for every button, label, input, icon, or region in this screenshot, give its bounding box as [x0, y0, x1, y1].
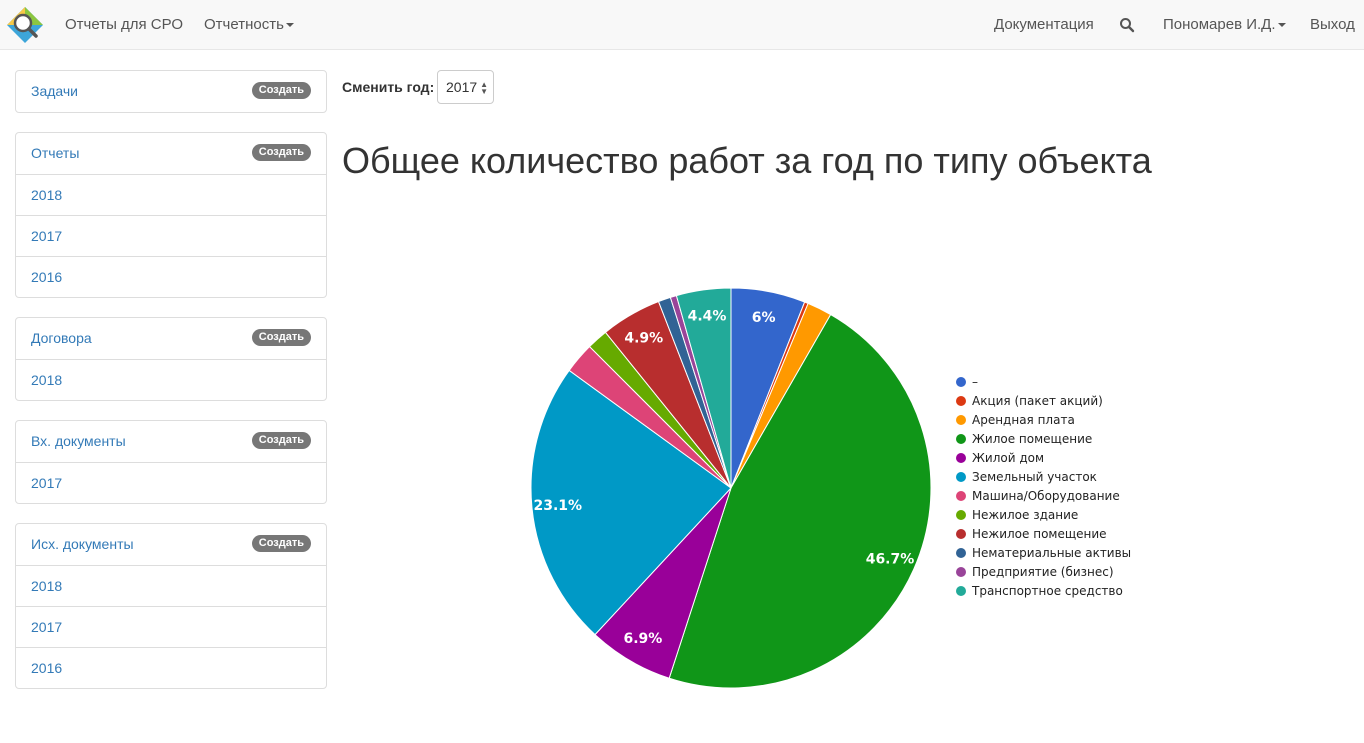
user-menu[interactable]: Пономарев И.Д. — [1163, 16, 1286, 33]
top-navbar: Отчеты для СРО Отчетность Документация П… — [0, 0, 1364, 50]
pie-slice — [730, 301, 809, 489]
select-arrows-icon: ▲ ▼ — [480, 80, 488, 96]
legend-marker — [956, 377, 966, 387]
pie-slice — [604, 300, 732, 489]
chevron-down-icon — [1277, 23, 1286, 28]
legend-marker — [956, 434, 966, 444]
documentation-link[interactable]: Документация — [994, 16, 1094, 33]
contracts-panel: Договора Создать 2018 — [15, 317, 327, 401]
outgoing-docs-panel: Исх. документы Создать 2018 2017 2016 — [15, 523, 327, 689]
pie-slice — [530, 369, 732, 636]
brand-link[interactable]: Отчеты для СРО — [65, 16, 183, 33]
panel-header: Договора Создать — [16, 318, 326, 359]
tasks-panel: Задачи Создать — [15, 70, 327, 113]
legend-marker — [956, 548, 966, 558]
create-incoming-doc-button[interactable]: Создать — [251, 432, 311, 449]
list-item: 2016 — [16, 256, 326, 297]
panel-header: Вх. документы Создать — [16, 421, 326, 462]
legend-label: Нежилое помещение — [972, 527, 1107, 541]
year-selector-label: Сменить год: — [342, 79, 435, 95]
panel-header: Отчеты Создать — [16, 133, 326, 174]
app-logo-icon[interactable] — [5, 5, 45, 45]
outgoing-docs-year-link[interactable]: 2016 — [31, 660, 63, 676]
year-select[interactable]: 2017 ▲ ▼ — [437, 70, 494, 104]
legend-label: Жилое помещение — [972, 432, 1092, 446]
legend-marker — [956, 453, 966, 463]
legend-label: Земельный участок — [972, 470, 1097, 484]
outgoing-docs-year-link[interactable]: 2018 — [31, 578, 63, 594]
list-item: 2018 — [16, 565, 326, 606]
create-outgoing-doc-button[interactable]: Создать — [251, 535, 311, 552]
incoming-docs-link[interactable]: Вх. документы — [31, 433, 126, 449]
list-item: 2018 — [16, 359, 326, 400]
panel-header: Задачи Создать — [16, 71, 326, 112]
legend-marker — [956, 567, 966, 577]
logout-link[interactable]: Выход — [1310, 16, 1355, 33]
slice-data-label: 6.9% — [623, 631, 662, 647]
legend-label: Транспортное средство — [971, 584, 1123, 598]
chevron-down-icon — [285, 23, 294, 28]
incoming-docs-year-link[interactable]: 2017 — [31, 475, 63, 491]
slice-data-label: 23.1% — [534, 498, 583, 514]
legend-marker — [956, 529, 966, 539]
legend-label: Предприятие (бизнес) — [972, 565, 1114, 579]
outgoing-docs-year-link[interactable]: 2017 — [31, 619, 63, 635]
reporting-menu[interactable]: Отчетность — [204, 16, 294, 33]
contracts-year-link[interactable]: 2018 — [31, 372, 63, 388]
legend-label: Нематериальные активы — [972, 546, 1131, 560]
legend-label: Арендная плата — [972, 413, 1075, 427]
pie-slice — [669, 294, 732, 489]
legend-label: – — [972, 375, 978, 389]
legend-marker — [956, 510, 966, 520]
create-report-button[interactable]: Создать — [251, 144, 311, 161]
list-item: 2017 — [16, 215, 326, 256]
create-task-button[interactable]: Создать — [251, 82, 311, 99]
reports-year-link[interactable]: 2018 — [31, 187, 63, 203]
legend-marker — [956, 415, 966, 425]
list-item: 2016 — [16, 647, 326, 688]
slice-data-label: 46.7% — [866, 552, 915, 568]
pie-slice — [568, 345, 732, 489]
legend-label: Акция (пакет акций) — [972, 394, 1103, 408]
reports-year-link[interactable]: 2017 — [31, 228, 63, 244]
create-contract-button[interactable]: Создать — [251, 329, 311, 346]
reports-year-link[interactable]: 2016 — [31, 269, 63, 285]
legend-marker — [956, 472, 966, 482]
pie-slice — [657, 296, 732, 489]
slice-data-label: 6% — [752, 310, 776, 326]
pie-slice — [668, 313, 932, 689]
pie-slice — [675, 287, 732, 489]
legend-marker — [956, 396, 966, 406]
outgoing-docs-link[interactable]: Исх. документы — [31, 536, 134, 552]
reports-link[interactable]: Отчеты — [31, 145, 80, 161]
reports-panel: Отчеты Создать 2018 2017 2016 — [15, 132, 327, 298]
panel-header: Исх. документы Создать — [16, 524, 326, 565]
year-select-value: 2017 — [446, 79, 478, 95]
page-title: Общее количество работ за год по типу об… — [342, 140, 1152, 181]
pie-slice — [730, 287, 806, 489]
reporting-menu-label: Отчетность — [204, 16, 284, 33]
legend-label: Машина/Оборудование — [972, 489, 1120, 503]
legend-marker — [956, 491, 966, 501]
list-item: 2017 — [16, 606, 326, 647]
user-menu-label: Пономарев И.Д. — [1163, 16, 1276, 33]
tasks-link[interactable]: Задачи — [31, 83, 79, 99]
pie-slice — [594, 487, 732, 679]
list-item: 2017 — [16, 462, 326, 503]
contracts-link[interactable]: Договора — [31, 330, 92, 346]
legend-marker — [956, 586, 966, 596]
slice-data-label: 4.4% — [688, 309, 727, 325]
search-icon[interactable] — [1119, 17, 1135, 33]
pie-slice — [730, 302, 832, 489]
slice-data-label: 4.9% — [624, 330, 663, 346]
incoming-docs-panel: Вх. документы Создать 2017 — [15, 420, 327, 504]
list-item: 2018 — [16, 174, 326, 215]
legend-label: Нежилое здание — [972, 508, 1078, 522]
pie-slice — [588, 331, 732, 489]
legend-label: Жилой дом — [972, 451, 1044, 465]
